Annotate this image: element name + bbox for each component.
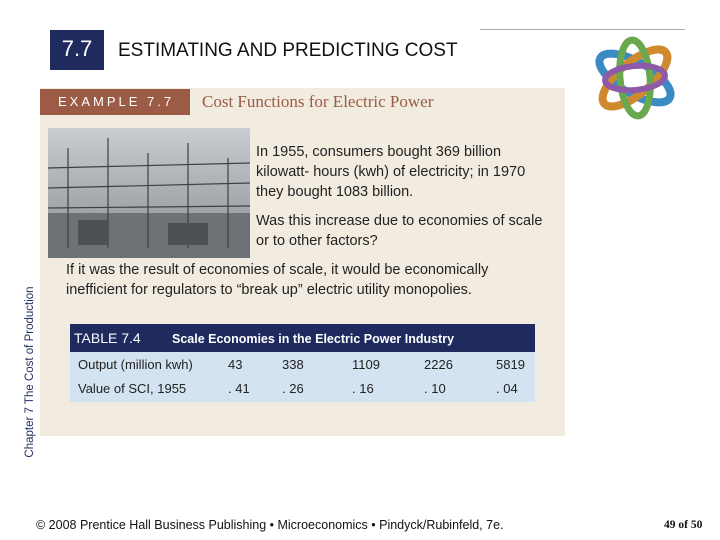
table-cell: . 41 [228, 381, 250, 396]
paragraph: Was this increase due to economies of sc… [256, 213, 543, 249]
example-label: EXAMPLE 7.7 [58, 94, 175, 109]
table-cell: 2226 [424, 357, 453, 372]
page-number: 49 of 50 [664, 519, 703, 531]
table-cell: . 16 [352, 381, 374, 396]
table-cell: . 04 [496, 381, 518, 396]
section-number: 7.7 [61, 36, 93, 61]
table-cell: 5819 [496, 357, 525, 372]
table-cell: . 26 [282, 381, 304, 396]
logo [595, 36, 675, 120]
table-header [70, 324, 535, 352]
table-cell: 1109 [352, 357, 380, 372]
paragraph: In 1955, consumers bought 369 billion ki… [256, 144, 526, 200]
vertical-label: Chapter 7 The Cost of Production [24, 286, 36, 458]
table-body [70, 352, 535, 402]
table-cell: Value of SCI, 1955 [78, 381, 187, 396]
table-cell: 338 [282, 357, 304, 372]
paragraph: If it was the result of economies of sca… [66, 262, 489, 298]
section-box [50, 30, 104, 70]
photo [48, 128, 250, 258]
header-title: ESTIMATING AND PREDICTING COST [118, 40, 458, 61]
example-title: Cost Functions for Electric Power [202, 92, 434, 111]
table-cell: Output (million kwh) [78, 357, 193, 372]
footer-credit: © 2008 Prentice Hall Business Publishing… [36, 518, 504, 532]
header-rule [480, 29, 685, 30]
table-cell: 43 [228, 357, 243, 372]
table-cell: . 10 [424, 381, 446, 396]
table-label: TABLE 7.4 [74, 330, 141, 346]
table-title: Scale Economies in the Electric Power In… [172, 332, 455, 346]
example-label-box [40, 89, 190, 115]
